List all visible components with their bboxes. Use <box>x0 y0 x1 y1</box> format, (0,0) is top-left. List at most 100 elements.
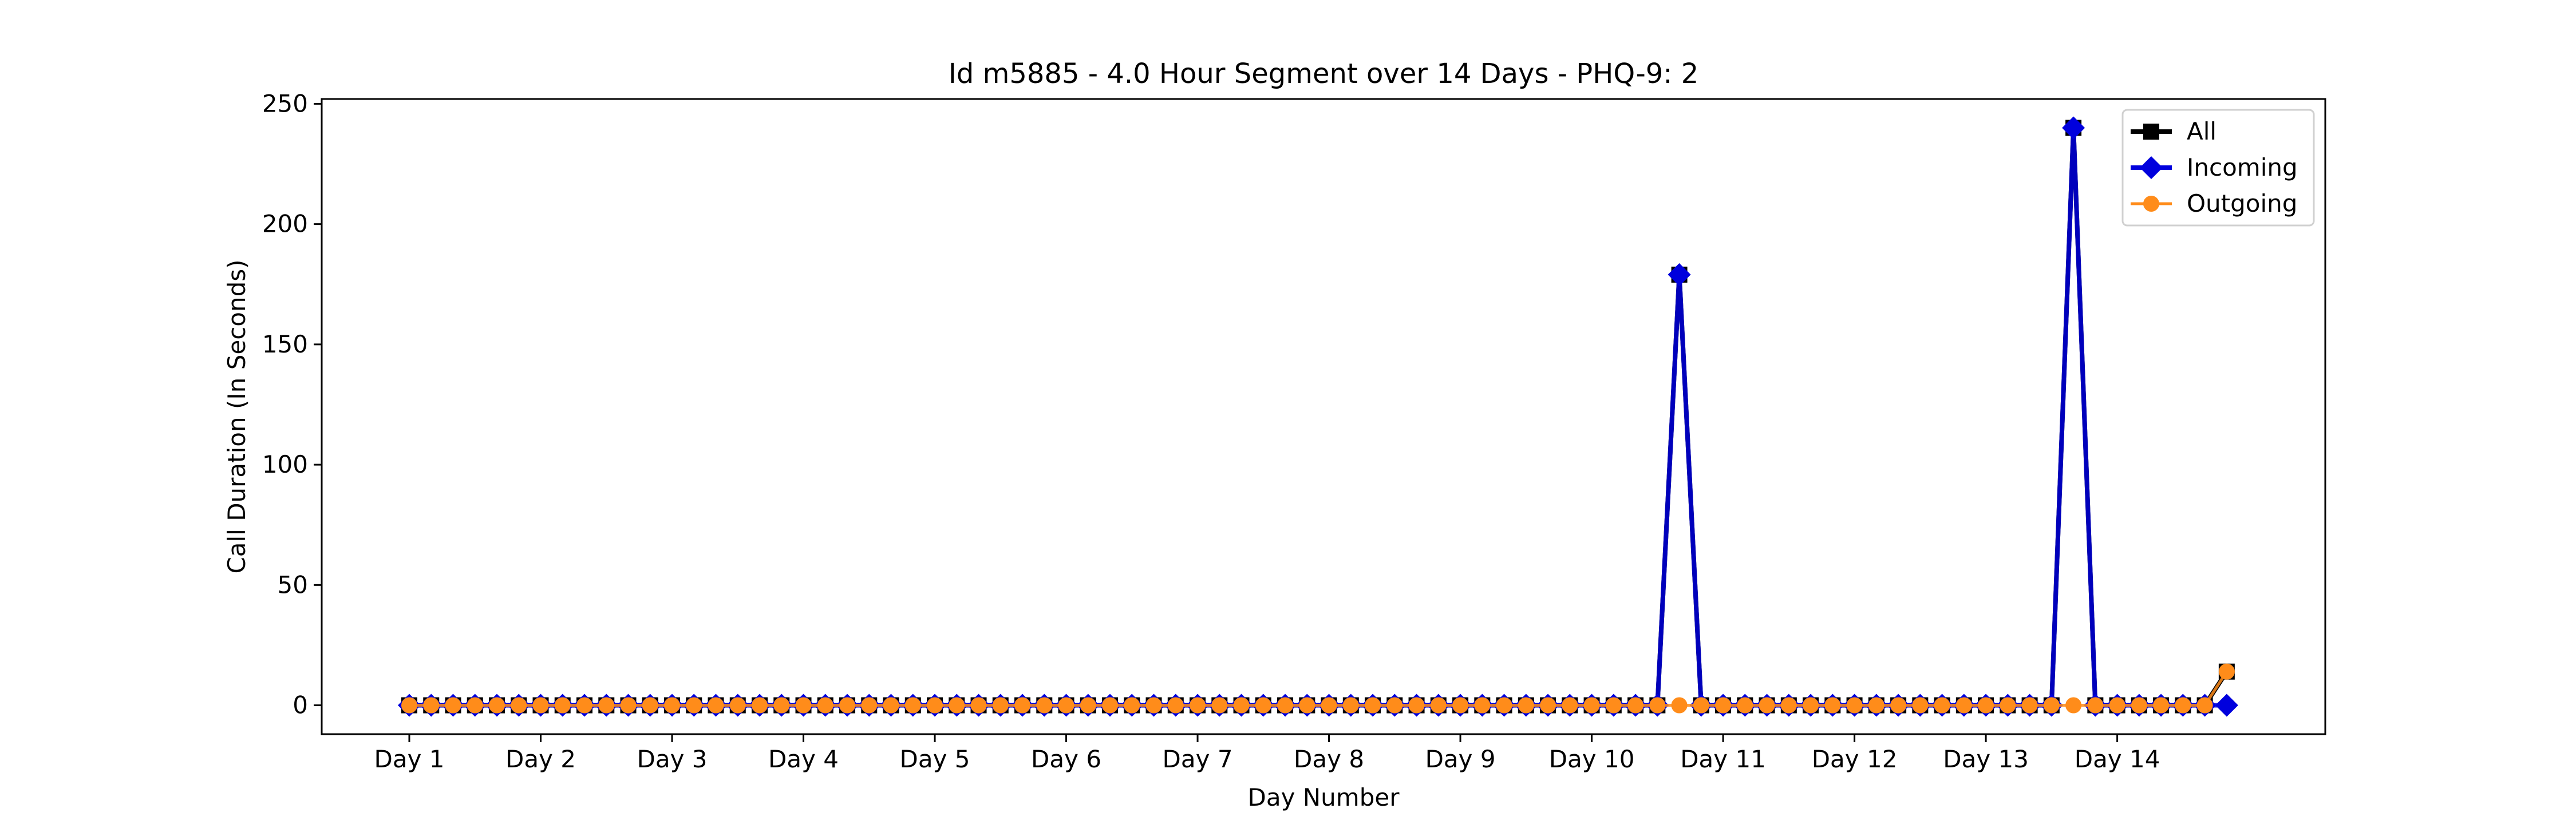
data-point <box>554 697 571 714</box>
data-point <box>1868 697 1884 714</box>
data-point <box>1124 697 1140 714</box>
data-point <box>1562 697 1578 714</box>
data-point <box>1365 697 1381 714</box>
data-point <box>1299 697 1315 714</box>
data-point <box>1277 697 1294 714</box>
data-point <box>598 697 615 714</box>
series-line <box>409 671 2228 707</box>
x-tick-label: Day 2 <box>505 745 576 773</box>
data-point <box>2131 697 2147 714</box>
legend: All Incoming Outgoing <box>2121 109 2315 227</box>
data-point <box>1934 697 1950 714</box>
data-point <box>1978 697 1994 714</box>
data-point <box>949 697 965 714</box>
y-tick-label: 50 <box>278 571 308 599</box>
data-point <box>2218 663 2235 680</box>
data-point <box>992 697 1009 714</box>
data-point <box>1671 697 1688 714</box>
chart-title: Id m5885 - 4.0 Hour Segment over 14 Days… <box>949 58 1699 90</box>
data-point <box>1518 697 1534 714</box>
data-point <box>1912 697 1929 714</box>
data-point <box>1430 697 1447 714</box>
data-point <box>1342 697 1359 714</box>
data-point <box>1649 697 1666 714</box>
legend-label: All <box>2187 117 2217 145</box>
data-point <box>904 697 921 714</box>
legend-item: All <box>2131 117 2217 145</box>
data-point <box>620 697 637 714</box>
data-point <box>1255 697 1271 714</box>
x-tick-label: Day 8 <box>1294 745 1364 773</box>
data-point <box>2109 697 2125 714</box>
legend-box <box>2121 109 2315 227</box>
data-point <box>423 697 440 714</box>
data-point <box>773 697 790 714</box>
data-point <box>839 697 856 714</box>
data-point <box>1627 697 1644 714</box>
data-point <box>576 697 593 714</box>
data-point <box>927 697 943 714</box>
legend-item: Incoming <box>2131 153 2298 181</box>
series-line <box>409 125 2229 708</box>
y-tick-label: 0 <box>293 691 308 719</box>
legend-label: Outgoing <box>2187 189 2297 217</box>
data-point <box>1080 697 1096 714</box>
data-point <box>1846 697 1863 714</box>
data-point <box>1386 697 1403 714</box>
data-point <box>1145 697 1162 714</box>
data-point <box>1058 697 1074 714</box>
data-point <box>970 697 987 714</box>
series-layer <box>397 116 2238 717</box>
data-point <box>1780 697 1797 714</box>
data-point <box>2087 697 2104 714</box>
data-point <box>1036 697 1053 714</box>
data-point <box>1190 697 1206 714</box>
data-point <box>1605 697 1622 714</box>
x-tick-label: Day 3 <box>637 745 708 773</box>
data-point <box>1102 697 1119 714</box>
data-point <box>1014 697 1031 714</box>
data-point <box>2021 697 2038 714</box>
legend-marker <box>2143 124 2159 140</box>
data-point <box>1890 697 1907 714</box>
series-all <box>401 120 2235 714</box>
x-tick-label: Day 7 <box>1163 745 1233 773</box>
data-point <box>532 697 549 714</box>
x-axis-label: Day Number <box>1247 783 1400 811</box>
data-point <box>1824 697 1841 714</box>
x-tick-label: Day 4 <box>768 745 839 773</box>
data-point <box>1540 697 1556 714</box>
data-point <box>2043 697 2060 714</box>
y-tick-label: 150 <box>262 330 308 358</box>
x-tick-label: Day 1 <box>374 745 444 773</box>
data-point <box>2196 697 2213 714</box>
data-point <box>1715 697 1732 714</box>
data-point <box>1233 697 1250 714</box>
x-tick-label: Day 5 <box>900 745 970 773</box>
data-point <box>795 697 812 714</box>
plot-area <box>321 98 2326 735</box>
data-point <box>1737 697 1753 714</box>
data-point <box>489 697 505 714</box>
data-point <box>686 697 702 714</box>
x-tick-label: Day 11 <box>1680 745 1766 773</box>
data-point <box>1496 697 1512 714</box>
data-point <box>467 697 483 714</box>
data-point <box>1452 697 1469 714</box>
data-point <box>2215 694 2238 717</box>
data-point <box>2065 697 2082 714</box>
data-point <box>729 697 746 714</box>
data-point <box>2175 697 2191 714</box>
data-point <box>883 697 899 714</box>
x-tick-label: Day 10 <box>1549 745 1635 773</box>
x-tick-label: Day 12 <box>1812 745 1898 773</box>
data-point <box>1408 697 1425 714</box>
y-tick-label: 100 <box>262 450 308 478</box>
data-point <box>1759 697 1775 714</box>
data-point <box>1803 697 1819 714</box>
data-point <box>2062 116 2085 140</box>
data-point <box>1167 697 1184 714</box>
data-point <box>861 697 878 714</box>
data-point <box>1955 697 1972 714</box>
data-point <box>401 697 418 714</box>
